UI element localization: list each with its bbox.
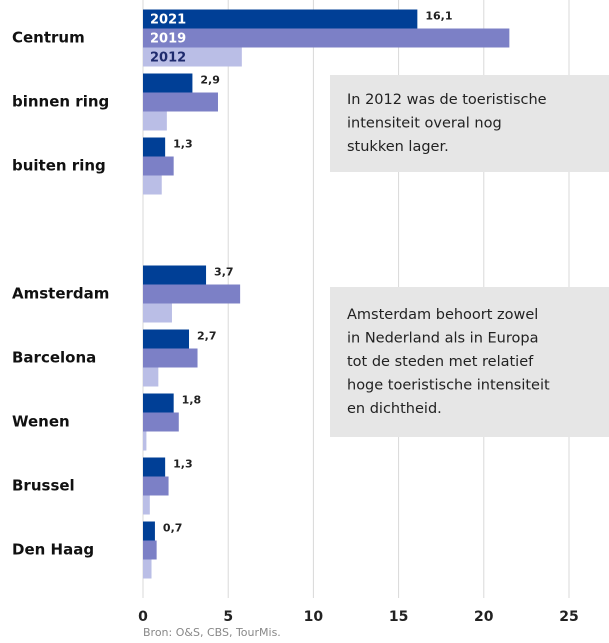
data-label: 3,7: [214, 266, 234, 279]
annotation-text: Amsterdam behoort zowel: [347, 307, 538, 323]
bar: [143, 73, 193, 93]
x-tick-label: 10: [304, 609, 324, 625]
bar: [143, 156, 174, 176]
annotation-text: hoge toeristische intensiteit: [347, 378, 550, 394]
annotation-text: en dichtheid.: [347, 401, 442, 417]
bar: [143, 495, 150, 515]
data-label: 16,1: [425, 10, 452, 23]
annotation-text: intensiteit overal nog: [347, 116, 502, 132]
annotation-text: stukken lager.: [347, 139, 449, 155]
x-tick-label: 5: [223, 609, 233, 625]
y-tick-label: Centrum: [12, 29, 85, 47]
bar: [143, 9, 418, 29]
x-tick-label: 20: [474, 609, 494, 625]
bar: [143, 412, 179, 432]
bar: [143, 28, 510, 48]
data-label: 0,7: [163, 522, 183, 535]
bar: [143, 284, 241, 304]
bar: [143, 265, 207, 285]
bar: [143, 47, 242, 67]
data-label: 2,7: [197, 330, 217, 343]
y-tick-label: Den Haag: [12, 541, 94, 559]
y-tick-label: Brussel: [12, 477, 75, 495]
annotation-box: [330, 287, 609, 437]
x-tick-label: 0: [138, 609, 148, 625]
legend-label: 2019: [150, 32, 186, 47]
legend-label: 2021: [150, 13, 186, 28]
bar: [143, 92, 218, 112]
bar: [143, 559, 152, 579]
bar: [143, 348, 198, 368]
bar: [143, 393, 174, 413]
annotation-box: [330, 75, 609, 172]
bar: [143, 521, 155, 541]
data-label: 1,3: [173, 138, 193, 151]
annotation-text: tot de steden met relatief: [347, 354, 534, 370]
annotation-text: In 2012 was de toeristische: [347, 92, 547, 108]
bar: [143, 540, 157, 560]
bar: [143, 431, 147, 451]
data-label: 1,8: [182, 394, 202, 407]
bar: [143, 111, 167, 131]
bar: [143, 367, 159, 387]
data-label: 1,3: [173, 458, 193, 471]
y-tick-label: Barcelona: [12, 349, 96, 367]
bar: [143, 476, 169, 496]
data-label: 2,9: [200, 74, 220, 87]
bar: [143, 329, 190, 349]
bar: [143, 175, 162, 195]
x-tick-label: 25: [559, 609, 578, 625]
y-tick-label: Wenen: [12, 413, 70, 431]
bar: [143, 303, 172, 323]
bar: [143, 137, 166, 157]
x-tick-label: 15: [389, 609, 408, 625]
source: Bron: O&S, CBS, TourMis.: [143, 626, 281, 639]
y-tick-label: binnen ring: [12, 93, 109, 111]
annotation-text: in Nederland als in Europa: [347, 331, 538, 347]
bar: [143, 457, 166, 477]
legend-label: 2012: [150, 51, 186, 66]
y-tick-label: buiten ring: [12, 157, 106, 175]
y-tick-label: Amsterdam: [12, 285, 109, 303]
